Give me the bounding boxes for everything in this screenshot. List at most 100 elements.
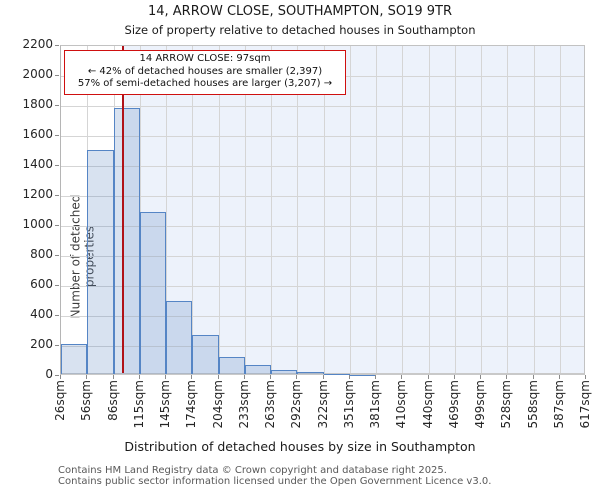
x-tick-label: 617sqm	[578, 380, 592, 429]
grid-line-horizontal	[61, 346, 584, 347]
grid-line-vertical	[139, 46, 141, 373]
x-tick-mark	[348, 375, 350, 379]
y-tick-mark	[55, 135, 59, 136]
annotation-smaller-line: ← 42% of detached houses are smaller (2,…	[87, 65, 323, 77]
footer-line-1: Contains HM Land Registry data © Crown c…	[58, 465, 447, 476]
grid-line-vertical	[166, 46, 167, 373]
attribution-footer: Contains HM Land Registry data © Crown c…	[58, 465, 492, 487]
x-tick-label: 469sqm	[446, 380, 461, 429]
x-tick-label: 56sqm	[79, 380, 94, 421]
y-tick-label: 0	[45, 367, 53, 381]
y-tick-mark	[55, 375, 59, 376]
y-tick-mark	[55, 225, 59, 226]
x-tick-mark	[453, 375, 455, 379]
x-tick-label: 558sqm	[525, 380, 540, 429]
histogram-bar	[61, 343, 88, 374]
grid-line-vertical	[481, 46, 482, 373]
x-tick-mark	[506, 375, 508, 379]
y-tick-label: 1600	[22, 127, 53, 141]
grid-line-vertical	[559, 46, 561, 373]
histogram-bar	[87, 149, 114, 374]
histogram-bar	[192, 334, 219, 374]
footer-line-2: Contains public sector information licen…	[58, 475, 492, 487]
x-tick-mark	[480, 375, 481, 379]
grid-line-horizontal	[61, 136, 584, 137]
y-tick-mark	[55, 45, 59, 46]
grid-line-vertical	[454, 46, 456, 373]
grid-line-vertical	[402, 46, 404, 373]
grid-line-vertical	[376, 46, 377, 373]
grid-line-horizontal	[61, 226, 584, 227]
x-tick-mark	[427, 375, 429, 379]
grid-line-horizontal	[61, 166, 584, 167]
grid-line-horizontal	[61, 256, 584, 257]
y-tick-mark	[55, 165, 59, 166]
x-tick-mark	[60, 375, 61, 379]
y-tick-mark	[55, 105, 59, 106]
grid-line-vertical	[192, 46, 194, 373]
x-tick-label: 322sqm	[315, 380, 330, 429]
grid-line-vertical	[218, 46, 220, 373]
y-tick-mark	[55, 285, 59, 286]
property-annotation-box: 14 ARROW CLOSE: 97sqm ← 42% of detached …	[64, 50, 346, 95]
annotation-larger-line: 57% of semi-detached houses are larger (…	[77, 78, 333, 89]
x-tick-label: 410sqm	[394, 380, 409, 429]
y-tick-label: 1400	[22, 157, 53, 171]
plot-area: Number of detached properties 14 ARROW C…	[60, 45, 585, 376]
x-tick-mark	[322, 375, 324, 379]
histogram-bar	[297, 372, 324, 374]
x-tick-mark	[86, 375, 88, 379]
x-tick-label: 499sqm	[473, 380, 487, 429]
x-tick-mark	[375, 375, 376, 379]
grid-line-horizontal	[61, 316, 584, 317]
x-tick-mark	[296, 375, 298, 379]
y-tick-label: 200	[30, 337, 53, 351]
x-tick-label: 26sqm	[53, 380, 67, 421]
x-tick-label: 440sqm	[420, 380, 435, 429]
chart-title: 14, ARROW CLOSE, SOUTHAMPTON, SO19 9TR	[147, 4, 453, 19]
x-tick-label: 233sqm	[236, 380, 251, 429]
grid-line-horizontal	[61, 106, 584, 107]
x-tick-label: 174sqm	[184, 380, 199, 429]
x-tick-label: 263sqm	[263, 380, 277, 429]
x-tick-label: 528sqm	[499, 380, 514, 429]
x-tick-label: 292sqm	[289, 380, 304, 429]
x-tick-mark	[401, 375, 403, 379]
y-tick-mark	[55, 315, 59, 316]
x-tick-label: 115sqm	[131, 380, 146, 429]
histogram-bar	[113, 107, 140, 374]
histogram-bar	[166, 301, 193, 374]
x-tick-mark	[165, 375, 166, 379]
y-tick-label: 800	[30, 247, 53, 261]
x-tick-mark	[585, 375, 586, 379]
annotation-property-line: 14 ARROW CLOSE: 97sqm	[139, 53, 271, 64]
y-tick-label: 1200	[22, 187, 53, 201]
x-tick-label: 381sqm	[368, 380, 382, 429]
x-tick-mark	[138, 375, 140, 379]
grid-line-vertical	[507, 46, 509, 373]
histogram-bar	[349, 374, 376, 376]
y-tick-label: 2000	[22, 67, 53, 81]
y-tick-label: 1000	[22, 217, 53, 231]
grid-line-vertical	[323, 46, 325, 373]
x-tick-label: 351sqm	[341, 380, 356, 429]
x-tick-label: 204sqm	[210, 380, 225, 429]
grid-line-vertical	[244, 46, 246, 373]
x-tick-label: 145sqm	[158, 380, 172, 429]
x-tick-label: 587sqm	[551, 380, 566, 429]
grid-line-vertical	[271, 46, 272, 373]
x-tick-mark	[270, 375, 271, 379]
histogram-bar	[218, 356, 245, 374]
property-marker-line	[122, 46, 125, 373]
y-tick-label: 600	[30, 277, 53, 291]
y-tick-mark	[55, 255, 59, 256]
x-tick-mark	[191, 375, 193, 379]
x-tick-mark	[217, 375, 219, 379]
y-tick-label: 400	[30, 307, 53, 321]
y-tick-label: 1800	[22, 97, 53, 111]
histogram-bar	[244, 364, 271, 374]
y-tick-mark	[55, 345, 59, 346]
grid-line-horizontal	[61, 196, 584, 197]
histogram-bar	[139, 211, 166, 374]
